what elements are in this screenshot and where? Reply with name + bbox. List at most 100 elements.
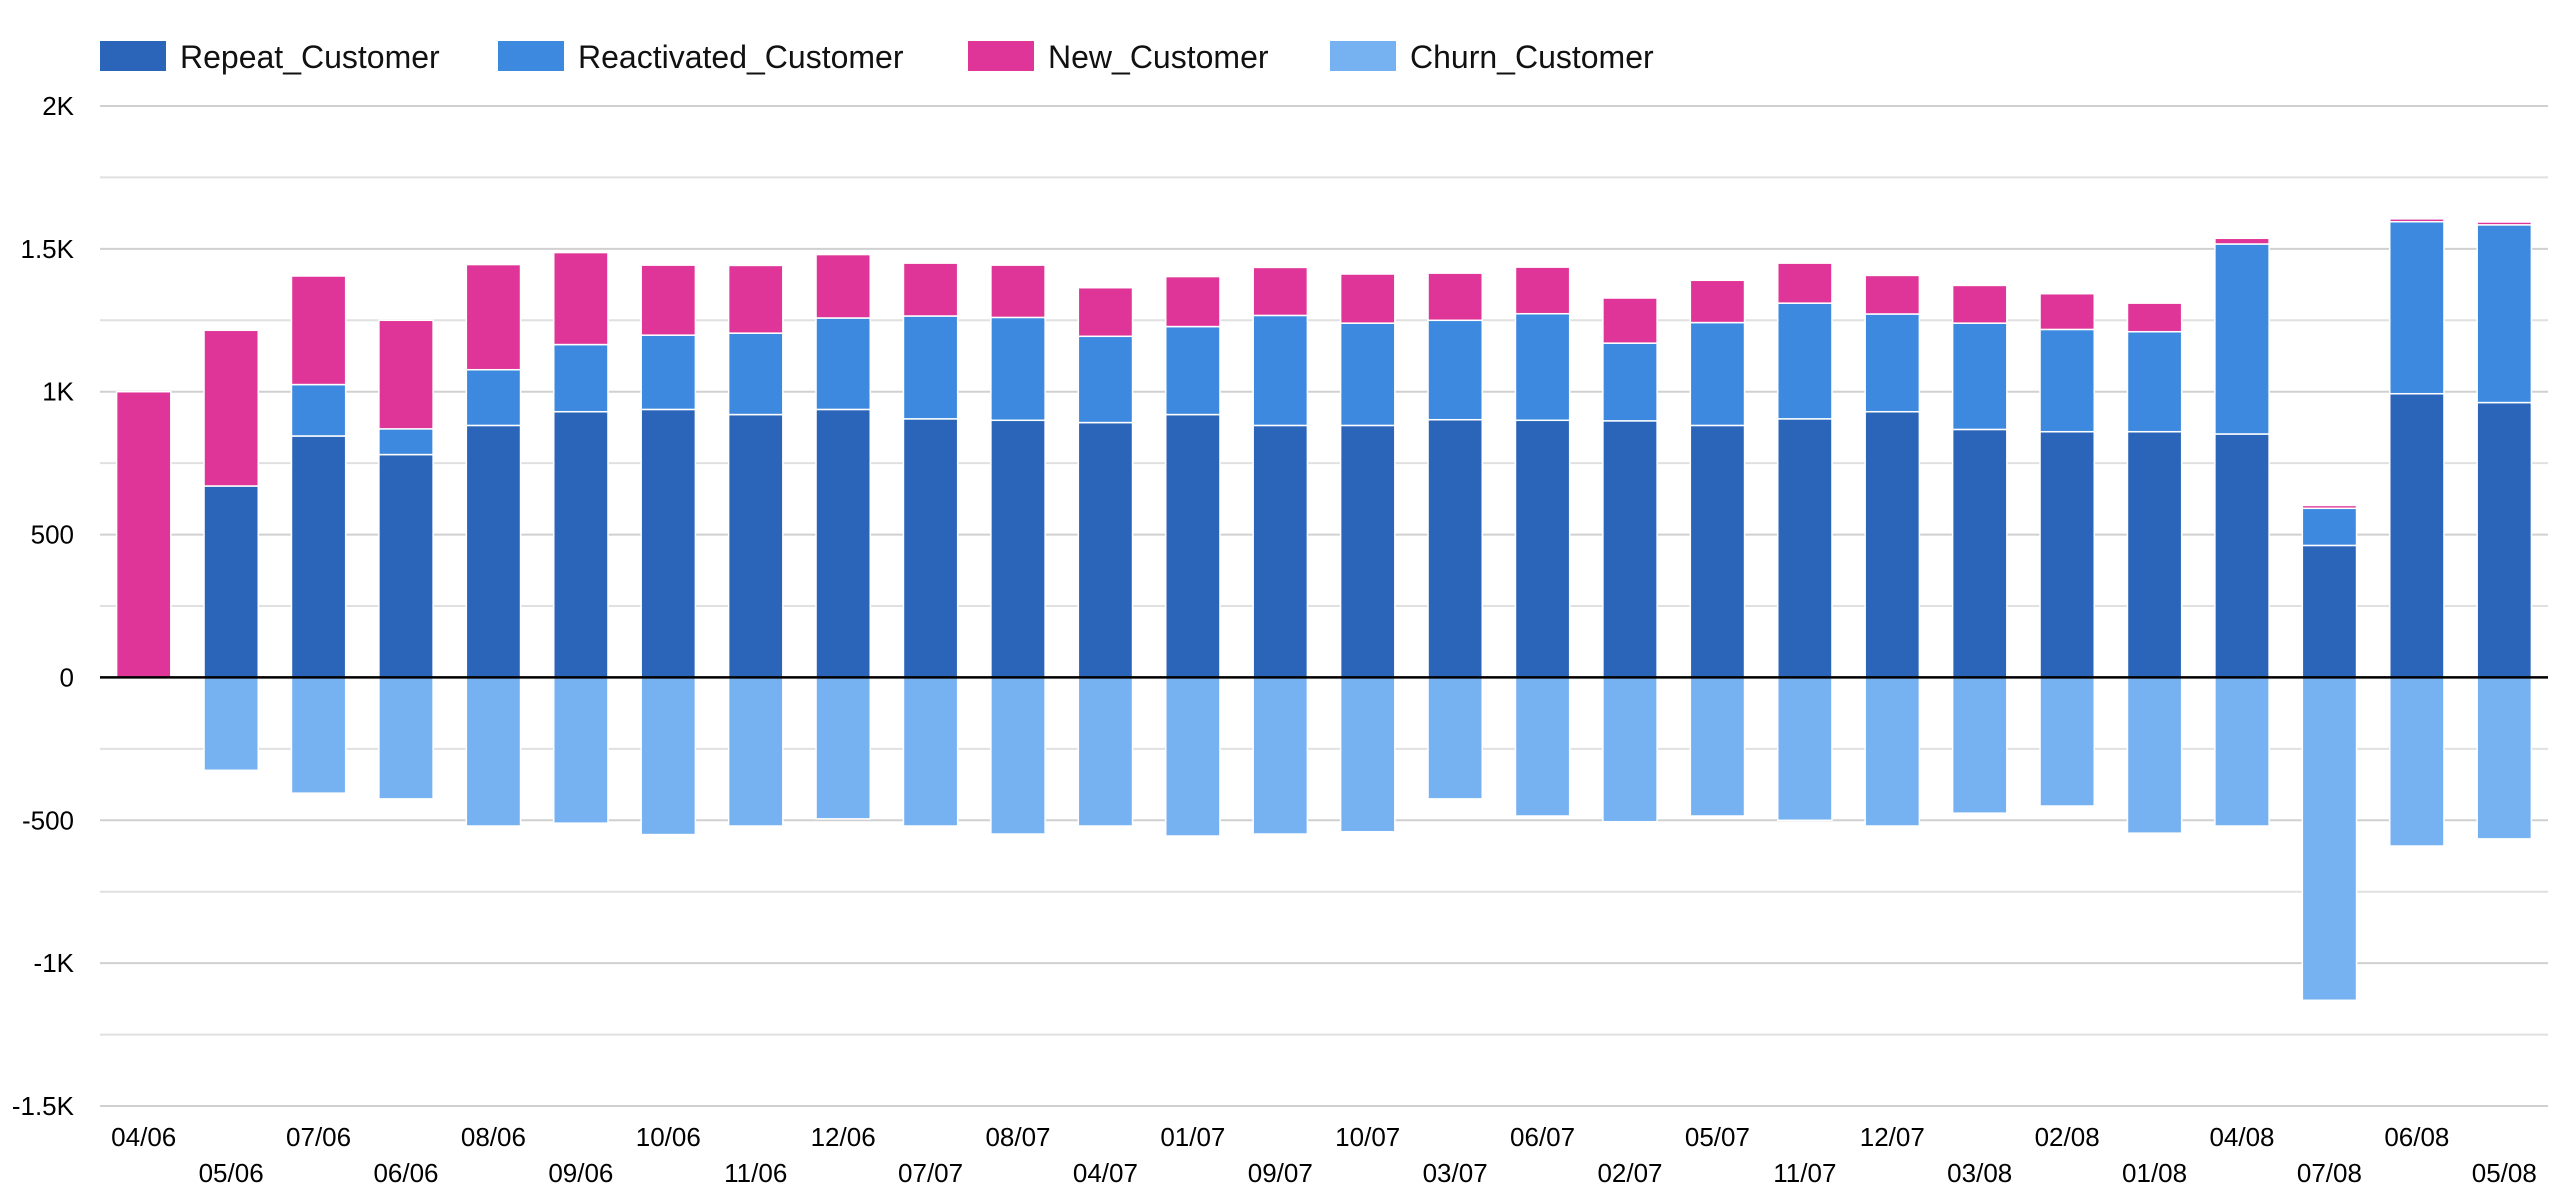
bar-reactivated-customer <box>815 317 871 411</box>
bar-repeat-customer <box>465 424 522 679</box>
bar-reactivated-customer <box>378 428 434 456</box>
bar-churn-customer <box>1339 676 1396 833</box>
bar-new-customer <box>640 264 697 336</box>
bar-new-customer <box>290 275 347 386</box>
bar-reactivated-customer <box>290 383 347 437</box>
bar-reactivated-customer <box>1165 325 1221 416</box>
bar-repeat-customer <box>815 408 871 679</box>
bar-churn-customer <box>815 676 871 820</box>
legend-item[interactable]: Reactivated_Customer <box>498 39 904 75</box>
x-tick-label: 03/07 <box>1423 1158 1488 1188</box>
x-tick-label: 07/08 <box>2297 1158 2362 1188</box>
y-tick-label: 2K <box>42 91 74 121</box>
x-tick-label: 05/06 <box>199 1158 264 1188</box>
y-tick-label: -500 <box>22 805 74 835</box>
x-tick-label: 10/06 <box>636 1122 701 1152</box>
bar-repeat-customer <box>203 485 259 679</box>
y-axis-ticks: -1.5K -1K -500 0 500 1K 1.5K 2K <box>12 91 75 1121</box>
bar-churn-customer <box>2214 676 2270 827</box>
bar-new-customer <box>1252 266 1309 317</box>
bar-repeat-customer <box>990 419 1046 679</box>
bar-churn-customer <box>1951 676 2008 814</box>
bar-repeat-customer <box>1864 410 1921 679</box>
bar-churn-customer <box>1602 676 1658 823</box>
bar-repeat-customer <box>1252 424 1309 679</box>
bar-reactivated-customer <box>465 368 522 427</box>
bar-new-customer <box>990 264 1046 319</box>
bar-new-customer <box>115 390 172 679</box>
x-tick-label: 05/07 <box>1685 1122 1750 1152</box>
bar-new-customer <box>553 251 609 346</box>
bar-repeat-customer <box>290 435 347 679</box>
bar-reactivated-customer <box>2126 330 2183 433</box>
bar-churn-customer <box>2301 676 2358 1002</box>
bar-repeat-customer <box>378 453 434 679</box>
x-tick-label: 06/08 <box>2384 1122 2449 1152</box>
bar-repeat-customer <box>640 408 697 679</box>
x-tick-label: 04/06 <box>111 1122 176 1152</box>
bars <box>115 218 2533 1002</box>
bar-new-customer <box>1864 274 1921 315</box>
y-tick-label: -1K <box>34 948 75 978</box>
legend: Repeat_Customer Reactivated_Customer New_C… <box>100 39 1654 75</box>
bar-churn-customer <box>902 676 959 827</box>
bar-repeat-customer <box>2039 430 2095 679</box>
bar-reactivated-customer <box>1602 342 1658 422</box>
x-tick-label: 12/06 <box>811 1122 876 1152</box>
bar-churn-customer <box>290 676 347 794</box>
bar-repeat-customer <box>2214 433 2270 679</box>
bar-churn-customer <box>203 676 259 772</box>
bar-repeat-customer <box>1514 419 1571 679</box>
x-tick-label: 11/07 <box>1773 1158 1836 1188</box>
bar-repeat-customer <box>1951 428 2008 679</box>
bar-new-customer <box>1514 266 1571 315</box>
legend-label: New_Customer <box>1048 39 1269 75</box>
legend-item[interactable]: Churn_Customer <box>1330 39 1654 75</box>
legend-swatch <box>968 41 1034 71</box>
bar-churn-customer <box>2476 676 2533 840</box>
bar-churn-customer <box>553 676 609 824</box>
x-tick-label: 09/06 <box>548 1158 613 1188</box>
bar-churn-customer <box>2126 676 2183 834</box>
bar-reactivated-customer <box>1339 322 1396 427</box>
bar-churn-customer <box>1252 676 1309 835</box>
bar-new-customer <box>2389 218 2445 223</box>
bar-new-customer <box>1777 262 1833 304</box>
x-tick-label: 08/07 <box>985 1122 1050 1152</box>
bar-repeat-customer <box>2126 430 2183 679</box>
bar-reactivated-customer <box>1864 313 1921 413</box>
x-tick-label: 04/07 <box>1073 1158 1138 1188</box>
bar-repeat-customer <box>1602 420 1658 679</box>
bar-new-customer <box>2476 221 2533 226</box>
bar-churn-customer <box>1427 676 1483 800</box>
x-tick-label: 06/06 <box>373 1158 438 1188</box>
bar-new-customer <box>815 253 871 319</box>
bar-reactivated-customer <box>1252 314 1309 427</box>
bar-reactivated-customer <box>553 343 609 413</box>
x-tick-label: 01/08 <box>2122 1158 2187 1188</box>
legend-swatch <box>1330 41 1396 71</box>
x-tick-label: 07/06 <box>286 1122 351 1152</box>
bar-new-customer <box>2126 302 2183 333</box>
x-tick-label: 01/07 <box>1160 1122 1225 1152</box>
legend-item[interactable]: Repeat_Customer <box>100 39 440 75</box>
y-tick-label: 500 <box>31 520 74 550</box>
bar-reactivated-customer <box>1427 319 1483 421</box>
x-tick-label: 04/08 <box>2209 1122 2274 1152</box>
bar-new-customer <box>1077 286 1134 338</box>
bar-new-customer <box>1165 275 1221 328</box>
legend-label: Repeat_Customer <box>180 39 440 75</box>
x-tick-label: 10/07 <box>1335 1122 1400 1152</box>
bar-reactivated-customer <box>2039 328 2095 433</box>
y-tick-label: 1.5K <box>21 234 75 264</box>
bar-reactivated-customer <box>2476 224 2533 404</box>
bar-new-customer <box>203 329 259 487</box>
bar-repeat-customer <box>1077 421 1134 679</box>
x-tick-label: 11/06 <box>724 1158 787 1188</box>
legend-item[interactable]: New_Customer <box>968 39 1269 75</box>
bar-churn-customer <box>2389 676 2445 847</box>
bar-new-customer <box>1951 284 2008 324</box>
x-axis-ticks: 04/06 05/06 07/06 06/06 08/06 09/06 10/06 11/06… <box>111 1122 2537 1188</box>
bar-churn-customer <box>727 676 784 827</box>
